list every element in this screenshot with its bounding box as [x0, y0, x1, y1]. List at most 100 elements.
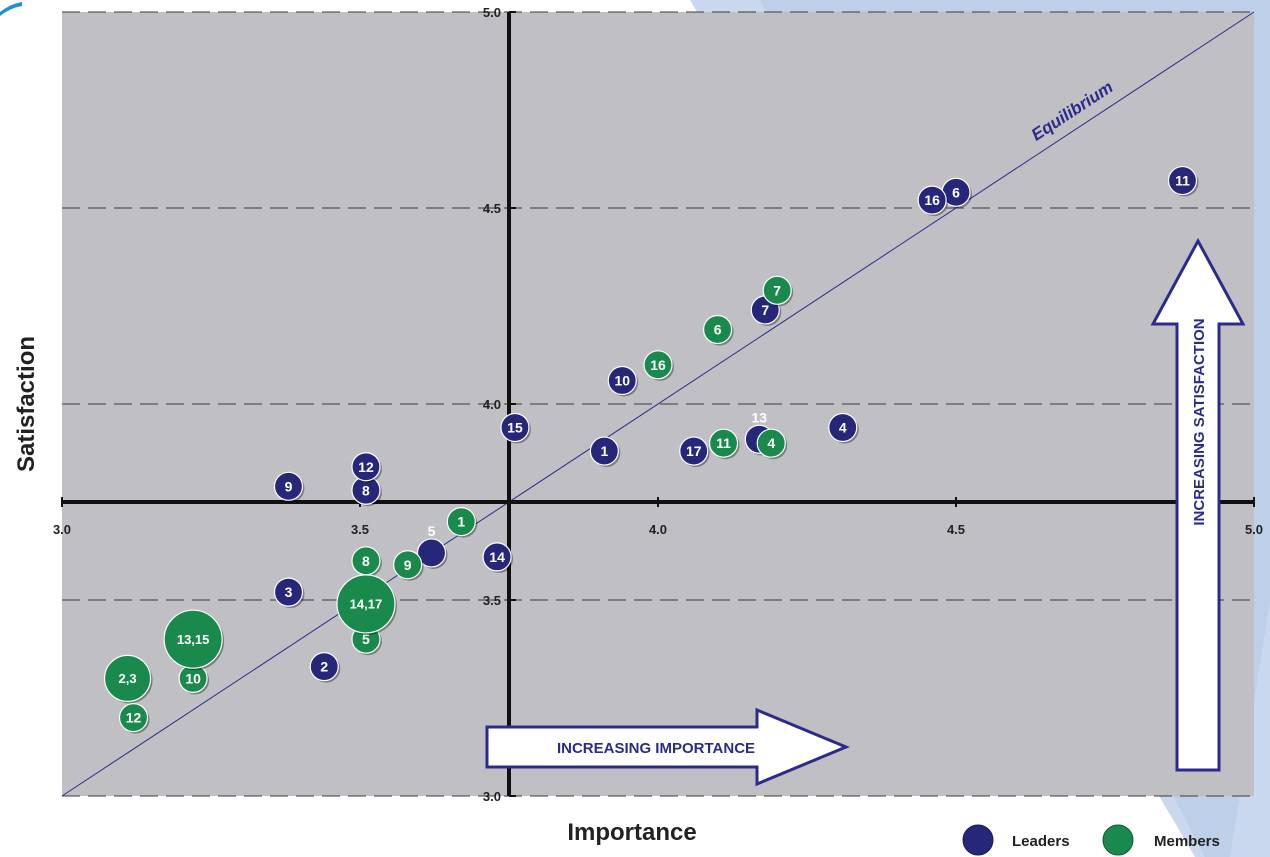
point-label: 12	[126, 710, 142, 726]
leader-point-5: 5	[416, 523, 448, 569]
point-marker	[103, 654, 152, 703]
member-point-7: 7	[762, 275, 794, 307]
leader-point-9: 9	[273, 471, 305, 503]
point-marker	[393, 550, 423, 580]
member-point-12: 12	[118, 702, 150, 734]
point-marker	[917, 185, 947, 215]
point-marker	[679, 436, 709, 466]
leader-point-4: 4	[828, 412, 859, 444]
point-marker	[762, 275, 792, 305]
legend-members-label: Members	[1154, 833, 1220, 850]
point-marker	[273, 577, 304, 607]
member-point-10: 10	[178, 663, 210, 695]
point-label: 5	[362, 631, 370, 647]
crosshair-axes	[61, 11, 1255, 797]
point-marker	[482, 542, 512, 572]
gridlines	[62, 11, 1254, 797]
x-tick-label: 4.0	[649, 522, 667, 537]
point-label: 2	[320, 659, 328, 675]
point-label: 2,3	[119, 671, 137, 686]
y-axis-title: Satisfaction	[13, 336, 40, 472]
legend-leaders-swatch	[962, 824, 994, 856]
point-label: 8	[362, 482, 370, 498]
y-tick-label: 4.5	[483, 201, 501, 216]
x-tick-label: 4.5	[947, 522, 965, 537]
point-label: 9	[404, 557, 412, 573]
leader-point-7: 7	[750, 295, 782, 326]
y-tick-label: 4.0	[483, 397, 501, 412]
point-marker	[702, 314, 733, 345]
point-marker	[1167, 165, 1198, 196]
leader-point-11: 11	[1167, 165, 1199, 197]
leader-point-15: 15	[500, 412, 531, 444]
point-label: 5	[428, 523, 436, 539]
member-point-1: 1	[446, 506, 478, 538]
point-label: 4	[839, 420, 847, 436]
point-label: 10	[185, 670, 201, 686]
point-marker	[446, 506, 476, 537]
equilibrium-line	[61, 11, 1255, 797]
legend-leaders-label: Leaders	[1012, 833, 1070, 850]
point-marker	[309, 652, 339, 682]
point-marker	[607, 365, 637, 396]
point-label: 11	[716, 435, 731, 451]
point-marker	[336, 574, 396, 634]
point-label: 3	[285, 584, 293, 600]
point-marker	[273, 471, 304, 501]
point-marker	[643, 350, 673, 380]
point-label: 12	[358, 459, 374, 475]
point-marker	[828, 412, 858, 443]
point-label: 1	[457, 514, 465, 530]
point-marker	[118, 702, 149, 733]
point-marker	[416, 538, 447, 568]
leader-point-12: 12	[351, 452, 382, 483]
legend: Leaders Members	[962, 824, 1220, 856]
y-tick-label: 3.5	[483, 593, 501, 608]
leader-point-3: 3	[273, 577, 305, 609]
y-tick-label: 5.0	[483, 5, 501, 20]
point-label: 16	[650, 357, 666, 373]
tick-labels: 3.0 3.5 4.0 4.5 5.0 3.0 3.5 4.0 4.5 5.0	[53, 5, 1263, 804]
x-axis-title: Importance	[567, 819, 696, 846]
x-tick-label: 5.0	[1245, 522, 1263, 537]
legend-members-swatch	[1102, 824, 1134, 856]
point-label: 11	[1175, 173, 1190, 189]
point-label: 9	[285, 478, 293, 494]
member-point-9: 9	[393, 550, 424, 581]
increasing-satisfaction-arrow: INCREASING SATISFACTION	[1150, 237, 1246, 772]
point-label: 7	[773, 282, 781, 298]
leader-point-6: 6	[941, 177, 972, 209]
member-point-6: 6	[702, 314, 734, 346]
member-point-13-15: 13,15	[163, 609, 225, 671]
point-label: 7	[761, 302, 769, 318]
point-label: 15	[507, 420, 523, 436]
logo-fragment	[0, 2, 22, 16]
leader-point-17: 17	[679, 436, 710, 468]
point-label: 8	[362, 553, 370, 569]
point-label: 16	[924, 192, 940, 208]
member-point-8: 8	[351, 546, 382, 577]
point-marker	[163, 609, 223, 669]
point-marker	[500, 412, 530, 443]
leader-point-10: 10	[607, 365, 639, 397]
point-label: 6	[952, 184, 960, 200]
point-marker	[589, 436, 619, 466]
member-point-11: 11	[708, 428, 740, 460]
arrow-x-label: INCREASING IMPORTANCE	[557, 740, 755, 757]
point-marker	[756, 428, 786, 458]
point-marker	[351, 452, 381, 482]
leader-point-8: 8	[351, 475, 382, 507]
leader-point-14: 14	[482, 542, 514, 573]
increasing-importance-arrow: INCREASING IMPORTANCE	[485, 707, 850, 787]
point-label: 14	[489, 549, 505, 565]
arrow-y-label: INCREASING SATISFACTION	[1191, 318, 1208, 525]
point-label: 6	[714, 322, 722, 338]
x-tick-label: 3.5	[351, 522, 369, 537]
member-point-14-17: 14,17	[336, 574, 397, 635]
member-point-2-3: 2,3	[103, 654, 153, 704]
y-tick-label: 3.0	[483, 789, 501, 804]
leader-point-2: 2	[309, 652, 341, 683]
point-label: 13	[752, 409, 768, 425]
